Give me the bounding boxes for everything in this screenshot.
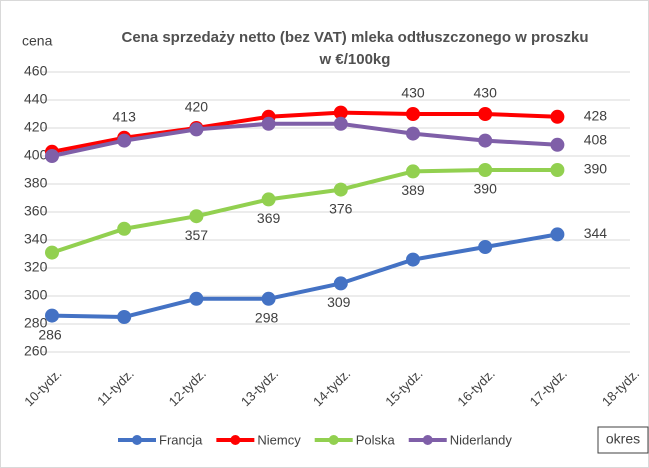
data-point [261, 291, 276, 306]
data-label: 286 [38, 326, 62, 342]
data-point [117, 133, 132, 148]
data-point [550, 109, 565, 124]
data-label: 309 [327, 294, 351, 310]
data-label: 298 [255, 310, 279, 326]
data-label: 420 [185, 99, 209, 115]
data-point [406, 164, 420, 179]
data-point [333, 116, 348, 131]
legend-label: Polska [356, 432, 396, 447]
y-tick-label: 460 [24, 63, 48, 79]
legend-marker [230, 435, 241, 445]
data-point [189, 122, 204, 137]
legend-label: Niemcy [257, 432, 301, 447]
y-tick-label: 380 [24, 175, 48, 191]
data-label: 344 [584, 225, 608, 241]
y-tick-label: 440 [24, 91, 48, 107]
y-tick-label: 340 [24, 231, 48, 247]
legend-marker [422, 435, 433, 445]
data-point [478, 107, 493, 121]
y-tick-label: 260 [24, 343, 48, 359]
x-axis-label-box [597, 426, 649, 454]
data-label: 408 [584, 132, 608, 148]
data-point [333, 182, 348, 197]
data-point [45, 245, 59, 260]
y-tick-label: 360 [24, 203, 48, 219]
series-line [51, 110, 558, 154]
chart-title: Cena sprzedaży netto (bez VAT) mleka odt… [121, 29, 588, 46]
data-point [550, 227, 565, 242]
data-point [117, 310, 132, 324]
y-tick-label: 400 [24, 147, 48, 163]
data-point [261, 192, 276, 207]
legend-label: Francja [159, 432, 203, 447]
data-point [189, 291, 204, 306]
series-line [51, 121, 558, 158]
data-label: 413 [113, 109, 137, 125]
data-label: 428 [584, 108, 608, 124]
data-label: 376 [329, 200, 353, 216]
data-label: 430 [401, 85, 425, 101]
data-point [478, 240, 493, 254]
legend-marker [132, 435, 142, 445]
data-label: 357 [185, 227, 209, 243]
data-label: 430 [474, 85, 498, 101]
series-line [51, 232, 558, 319]
series-line [51, 168, 558, 255]
chart-title: w €/100kg [319, 51, 391, 68]
data-point [478, 163, 493, 177]
x-axis-label: okres [606, 431, 640, 447]
data-point [117, 221, 132, 236]
data-point [406, 252, 420, 267]
data-point [478, 133, 493, 148]
data-label: 389 [401, 182, 425, 198]
data-label: 390 [474, 181, 498, 197]
legend-label: Niderlandy [450, 432, 513, 447]
y-tick-label: 280 [24, 315, 48, 331]
data-point [261, 116, 276, 131]
data-point [189, 209, 204, 224]
data-point [406, 126, 420, 141]
data-point [45, 149, 59, 163]
data-point [45, 308, 59, 323]
data-point [550, 163, 565, 177]
legend-marker [328, 435, 339, 445]
y-axis-label: cena [22, 33, 53, 49]
data-label: 369 [257, 210, 281, 226]
y-tick-label: 320 [24, 259, 48, 275]
y-tick-label: 420 [24, 119, 48, 135]
data-label: 390 [584, 161, 608, 177]
data-point [406, 107, 420, 121]
data-point [333, 276, 348, 291]
data-point [550, 137, 565, 152]
y-tick-label: 300 [24, 287, 48, 303]
